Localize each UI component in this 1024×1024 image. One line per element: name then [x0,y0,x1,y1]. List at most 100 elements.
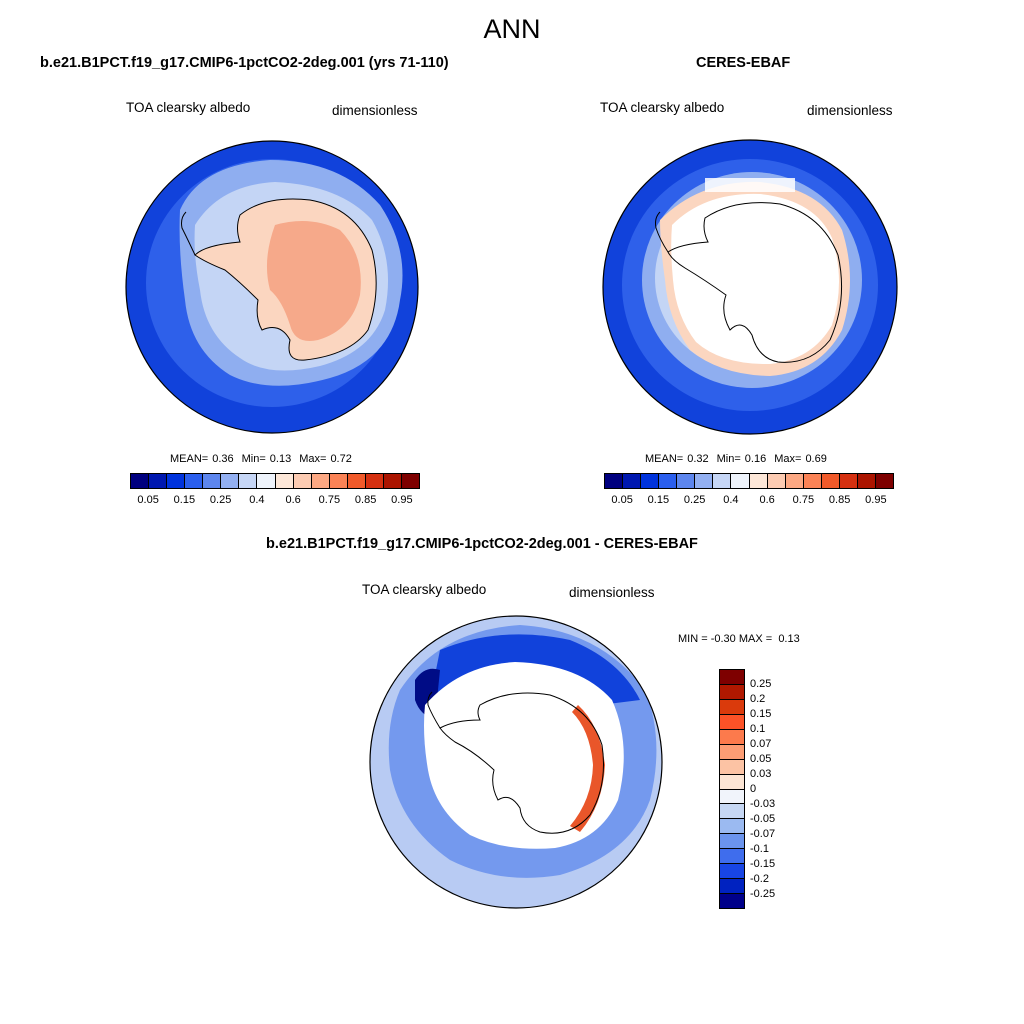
colorbar-box [623,474,642,488]
colorbar-box [731,474,750,488]
colorbar-box [365,474,384,488]
panel1-min-label: Min= [241,453,266,465]
colorbar-tick-label: -0.07 [750,828,776,840]
panel1-map-border [125,140,419,434]
colorbar-box [720,789,744,805]
panel1-variable: TOA clearsky albedo [126,100,251,115]
colorbar-tick-label: 0.1 [750,723,766,735]
colorbar-tick-label: 0.4 [723,494,739,506]
colorbar-tick-label: 0.6 [759,494,775,506]
panel2-peninsula-coast [655,211,669,253]
panel2-antarctica-land [671,193,839,365]
colorbar-tick-label: 0.25 [683,494,706,506]
colorbar-tick-label: 0.6 [285,494,301,506]
colorbar-tick-label: 0.05 [750,753,772,765]
colorbar-box [720,714,744,730]
colorbar-box [720,864,744,880]
colorbar-box [257,474,276,488]
colorbar-box [839,474,858,488]
colorbar-box [239,474,258,488]
panel1-mean-label: MEAN= [170,453,209,465]
panel2-colorbar-labels: 0.05 0.15 0.25 0.4 0.6 0.75 0.85 0.95 [604,494,894,508]
panel1-peninsula-coast [181,211,196,256]
colorbar-tick-label: 0.85 [828,494,851,506]
colorbar-box [720,879,744,895]
colorbar-tick-label: 0.95 [391,494,413,506]
colorbar-box [401,474,419,488]
colorbar-box [203,474,222,488]
colorbar-tick-label: 0.03 [750,768,772,780]
panel2-mean-label: MEAN= [645,453,684,465]
colorbar-box [605,474,624,488]
panel2-map-border [602,139,898,435]
colorbar-box [167,474,186,488]
panel1-mean-value: 0.36 [212,453,234,465]
colorbar-box [803,474,822,488]
colorbar-box [720,804,744,820]
panel1-heading: b.e21.B1PCT.f19_g17.CMIP6-1pctCO2-2deg.0… [40,55,449,71]
panel3-map-border [369,615,663,909]
colorbar-tick-label: 0.95 [865,494,887,506]
panel2-min-value: 0.16 [744,453,767,465]
colorbar-box [875,474,893,488]
colorbar-box [641,474,660,488]
panel3-heading: b.e21.B1PCT.f19_g17.CMIP6-1pctCO2-2deg.0… [266,536,698,552]
panel3-antarctica-land [424,662,624,849]
colorbar-box [821,474,840,488]
colorbar-box [720,774,744,790]
colorbar-tick-label: 0.15 [750,708,772,720]
colorbar-box [785,474,804,488]
colorbar-box [293,474,312,488]
colorbar-tick-label: 0.25 [209,494,232,506]
panel2-units: dimensionless [807,103,893,118]
colorbar-box [221,474,240,488]
colorbar-box [749,474,768,488]
colorbar-box [720,670,744,685]
colorbar-box [275,474,294,488]
panel1-colorbar [130,473,420,489]
colorbar-box [720,699,744,715]
panel3-peninsula-coast [427,691,441,729]
panel1-colorbar-labels: 0.05 0.15 0.25 0.4 0.6 0.75 0.85 0.95 [130,494,420,508]
panel2-stats: MEAN= 0.32 Min= 0.16 Max= 0.69 [645,453,835,465]
colorbar-box [149,474,168,488]
panel3-variable: TOA clearsky albedo [362,582,487,597]
colorbar-box [695,474,714,488]
panel1-antarctica-plateau [266,221,361,341]
colorbar-box [677,474,696,488]
colorbar-box [720,894,744,908]
panel2-max-label: Max= [774,453,802,465]
colorbar-box [311,474,330,488]
panel2-missing-data-strip [705,178,795,192]
panel3-units: dimensionless [569,585,655,600]
panel1-max-label: Max= [299,453,327,465]
figure-title: ANN [483,14,541,44]
colorbar-tick-label: 0.15 [647,494,670,506]
panel3-min-label: MIN = [678,633,708,645]
panel3-max-label: MAX = [738,633,773,645]
colorbar-box [329,474,348,488]
colorbar-tick-label: 0.75 [792,494,815,506]
panel2-heading: CERES-EBAF [696,55,791,71]
colorbar-tick-label: 0.25 [750,678,772,690]
colorbar-box [720,834,744,850]
colorbar-box [383,474,402,488]
colorbar-box [720,849,744,865]
panel1-min-value: 0.13 [269,453,292,465]
colorbar-box [720,819,744,835]
panel1-max-value: 0.72 [330,453,352,465]
panel2-mean-value: 0.32 [687,453,709,465]
colorbar-tick-label: -0.15 [750,858,776,870]
colorbar-box [720,744,744,760]
panel2-max-value: 0.69 [805,453,827,465]
panel3-coastline [439,692,604,834]
colorbar-box [659,474,678,488]
panel2-min-label: Min= [716,453,741,465]
colorbar-box [720,729,744,745]
colorbar-box [767,474,786,488]
colorbar-tick-label: 0.05 [611,494,633,506]
colorbar-box [857,474,876,488]
panel2-coastline [667,202,843,363]
